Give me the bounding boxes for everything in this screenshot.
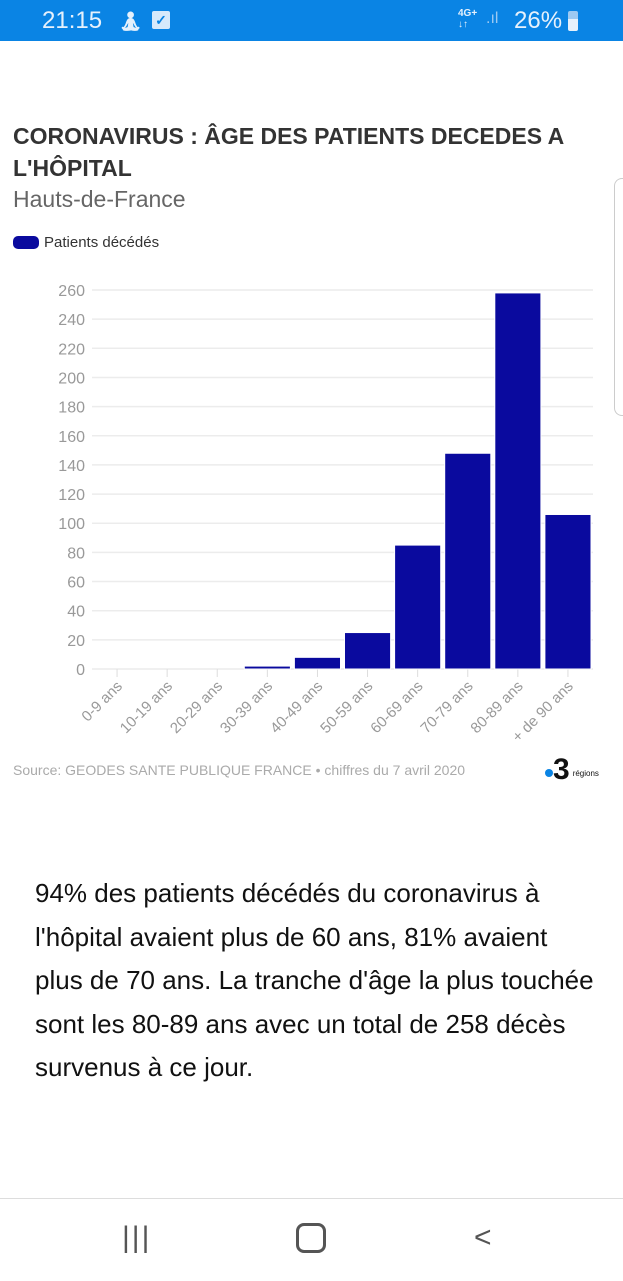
logo-text: régions — [572, 769, 599, 778]
legend[interactable]: Patients décédés — [13, 234, 159, 251]
bar-80-89-ans[interactable] — [494, 292, 542, 670]
status-time: 21:15 — [42, 7, 103, 34]
x-tick-label: 70-79 ans — [417, 678, 476, 737]
y-tick-label: 260 — [58, 283, 85, 300]
x-tick-label: 40-49 ans — [267, 678, 326, 737]
bar--de-90-ans[interactable] — [544, 513, 592, 670]
x-tick-label: 50-59 ans — [317, 678, 376, 737]
y-tick-label: 80 — [67, 545, 85, 562]
bar-70-79-ans[interactable] — [444, 452, 492, 670]
x-tick-label: 20-29 ans — [167, 678, 226, 737]
network-label: 4G+ — [458, 8, 478, 19]
bar-50-59-ans[interactable] — [344, 632, 392, 670]
chart-title: CORONAVIRUS : ÂGE DES PATIENTS DECEDES A… — [13, 123, 564, 181]
bar-chart: 0 20 40 60 80 100 120 140 160 180 200 220 240 260 0-9 … — [58, 283, 593, 746]
home-button[interactable] — [296, 1223, 326, 1253]
checkbox-notification-icon: ✓ — [152, 11, 170, 29]
legend-label: Patients décédés — [44, 234, 160, 251]
y-tick-label: 220 — [58, 341, 85, 358]
y-tick-label: 60 — [67, 575, 85, 592]
notification-icon: 🧘︎ — [118, 11, 144, 33]
y-tick-label: 240 — [58, 312, 85, 329]
y-tick-label: 140 — [58, 458, 85, 475]
x-tick-label: 60-69 ans — [367, 678, 426, 737]
y-tick-label: 40 — [67, 604, 85, 621]
back-button[interactable]: < — [474, 1221, 492, 1254]
y-tick-label: 120 — [58, 487, 85, 504]
france3-regions-logo: 3 régions — [545, 753, 599, 786]
source-note: Source: GEODES SANTE PUBLIQUE FRANCE • c… — [13, 762, 466, 778]
y-tick-label: 180 — [58, 400, 85, 417]
x-tick-label: 30-39 ans — [217, 678, 276, 737]
y-tick-label: 200 — [58, 370, 85, 387]
logo-number: 3 — [553, 753, 570, 786]
signal-icon: .ıl — [486, 10, 499, 27]
side-panel-handle[interactable] — [614, 178, 623, 416]
y-tick-label: 160 — [58, 429, 85, 446]
y-tick-label: 0 — [76, 662, 85, 679]
navigation-bar: ||| < — [0, 1198, 623, 1281]
battery-icon — [568, 11, 578, 31]
x-tick-label: 10-19 ans — [117, 678, 176, 737]
network-indicator: 4G+ ↓↑ — [458, 8, 478, 30]
logo-dot — [545, 769, 553, 777]
bar-30-39-ans[interactable] — [243, 665, 291, 670]
y-tick-label: 100 — [58, 516, 85, 533]
y-tick-label: 20 — [67, 633, 85, 650]
legend-swatch — [13, 236, 39, 249]
bar-60-69-ans[interactable] — [394, 544, 442, 670]
x-tick-label: 0-9 ans — [78, 678, 125, 725]
status-bar: 21:15 🧘︎ ✓ 4G+ ↓↑ .ıl 26% — [0, 0, 623, 41]
article-paragraph: 94% des patients décédés du coronavirus … — [35, 878, 594, 1082]
battery-percent: 26% — [514, 7, 563, 34]
bar-40-49-ans[interactable] — [293, 656, 341, 670]
chart-subtitle: Hauts-de-France — [13, 186, 186, 212]
recent-apps-button[interactable]: ||| — [122, 1221, 152, 1254]
